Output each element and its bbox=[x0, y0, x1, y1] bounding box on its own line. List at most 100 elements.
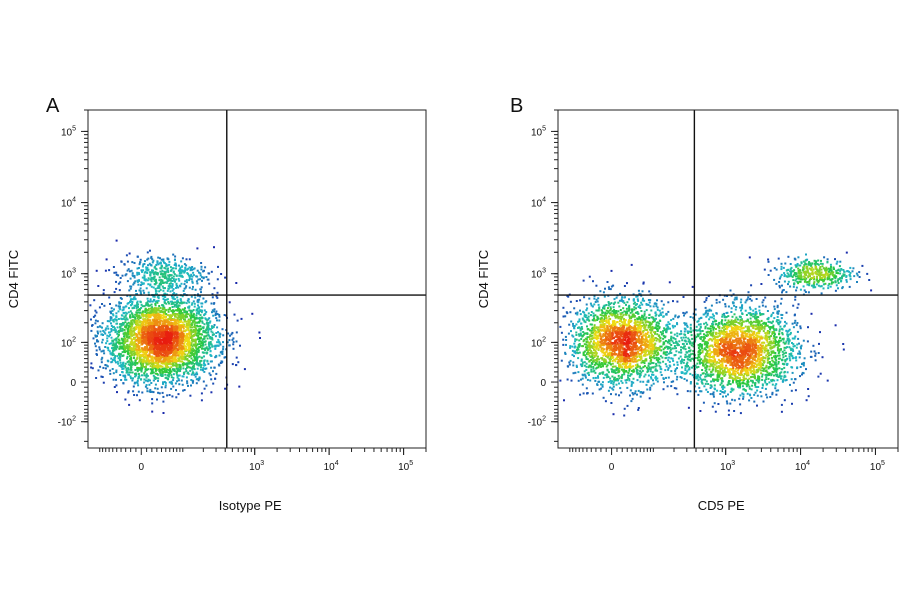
event-dot bbox=[205, 384, 208, 387]
event-dot bbox=[181, 360, 184, 363]
event-dot bbox=[194, 351, 197, 354]
event-dot bbox=[204, 349, 207, 351]
event-dot bbox=[699, 390, 702, 393]
event-dot bbox=[120, 364, 123, 366]
event-dot bbox=[694, 313, 697, 316]
event-dot bbox=[209, 328, 212, 331]
event-dot bbox=[579, 393, 582, 396]
event-dot bbox=[162, 328, 165, 331]
event-dot bbox=[747, 312, 750, 315]
event-dot bbox=[795, 324, 798, 327]
event-dot bbox=[794, 357, 797, 359]
event-dot bbox=[197, 317, 199, 320]
event-dot bbox=[773, 317, 776, 320]
event-dot bbox=[131, 307, 134, 310]
event-dot bbox=[132, 385, 135, 388]
event-dot bbox=[193, 320, 196, 323]
event-dot bbox=[580, 322, 583, 325]
event-dot bbox=[156, 293, 158, 296]
event-dot bbox=[183, 358, 186, 361]
event-dot bbox=[95, 377, 98, 379]
event-dot bbox=[206, 323, 209, 326]
event-dot bbox=[164, 367, 167, 370]
event-dot bbox=[200, 311, 203, 314]
event-dot bbox=[156, 398, 158, 401]
event-dot bbox=[228, 301, 231, 304]
event-dot bbox=[769, 396, 772, 398]
event-dot bbox=[667, 376, 670, 379]
event-dot bbox=[211, 293, 214, 296]
event-dot bbox=[217, 344, 220, 347]
event-dot bbox=[158, 305, 161, 307]
event-dot bbox=[585, 309, 588, 312]
event-dot bbox=[197, 301, 200, 304]
event-dot bbox=[188, 346, 191, 349]
event-dot bbox=[153, 347, 155, 350]
event-dot bbox=[169, 300, 172, 303]
event-dot bbox=[106, 320, 109, 323]
event-dot bbox=[142, 314, 145, 317]
event-dot bbox=[805, 253, 807, 256]
event-dot bbox=[126, 339, 129, 342]
event-dot bbox=[133, 304, 136, 307]
event-dot bbox=[776, 315, 779, 318]
event-dot bbox=[643, 299, 646, 302]
event-dot bbox=[131, 362, 134, 364]
event-dot bbox=[155, 353, 158, 356]
event-dot bbox=[106, 334, 109, 337]
event-dot bbox=[178, 332, 181, 335]
event-dot bbox=[164, 352, 167, 355]
event-dot bbox=[125, 312, 128, 315]
event-dot bbox=[113, 291, 116, 294]
event-dot bbox=[217, 363, 220, 366]
event-dot bbox=[759, 312, 761, 315]
event-dot bbox=[200, 399, 203, 402]
event-dot bbox=[622, 300, 625, 303]
event-dot bbox=[218, 335, 221, 338]
event-dot bbox=[238, 385, 241, 388]
event-dot bbox=[176, 369, 179, 372]
event-dot bbox=[649, 299, 652, 302]
event-dot bbox=[175, 304, 178, 307]
event-dot bbox=[145, 357, 148, 360]
event-dot bbox=[642, 281, 645, 284]
event-dot bbox=[179, 349, 182, 352]
event-dot bbox=[135, 362, 138, 365]
event-dot bbox=[147, 291, 150, 294]
event-dot bbox=[197, 336, 200, 339]
event-dot bbox=[684, 323, 687, 326]
event-dot bbox=[145, 329, 148, 332]
event-dot bbox=[142, 318, 145, 321]
event-dot bbox=[664, 369, 667, 372]
event-dot bbox=[149, 298, 152, 301]
event-dot bbox=[778, 281, 781, 283]
event-dot bbox=[164, 370, 167, 373]
event-dot bbox=[165, 363, 168, 366]
event-dot bbox=[144, 318, 147, 321]
event-dot bbox=[700, 379, 703, 382]
event-dot bbox=[126, 347, 129, 349]
event-dot bbox=[612, 413, 615, 416]
event-dot bbox=[581, 317, 584, 320]
event-dot bbox=[186, 338, 189, 341]
event-dot bbox=[180, 300, 183, 303]
event-dot bbox=[189, 360, 192, 363]
event-dot bbox=[166, 298, 169, 301]
event-dot bbox=[186, 372, 189, 375]
event-dot bbox=[123, 364, 126, 367]
event-dot bbox=[193, 328, 195, 331]
event-dot bbox=[128, 307, 130, 310]
event-dot bbox=[623, 407, 626, 410]
event-dot bbox=[176, 326, 179, 329]
event-dot bbox=[745, 299, 748, 302]
event-dot bbox=[209, 360, 212, 363]
event-dot bbox=[175, 329, 178, 332]
event-dot bbox=[674, 315, 677, 318]
event-dot bbox=[184, 286, 187, 289]
event-dot bbox=[664, 363, 667, 366]
event-dot bbox=[845, 275, 848, 278]
event-dot bbox=[805, 399, 808, 402]
event-dot bbox=[569, 346, 572, 349]
event-dot bbox=[610, 285, 613, 288]
event-dot bbox=[133, 352, 135, 355]
